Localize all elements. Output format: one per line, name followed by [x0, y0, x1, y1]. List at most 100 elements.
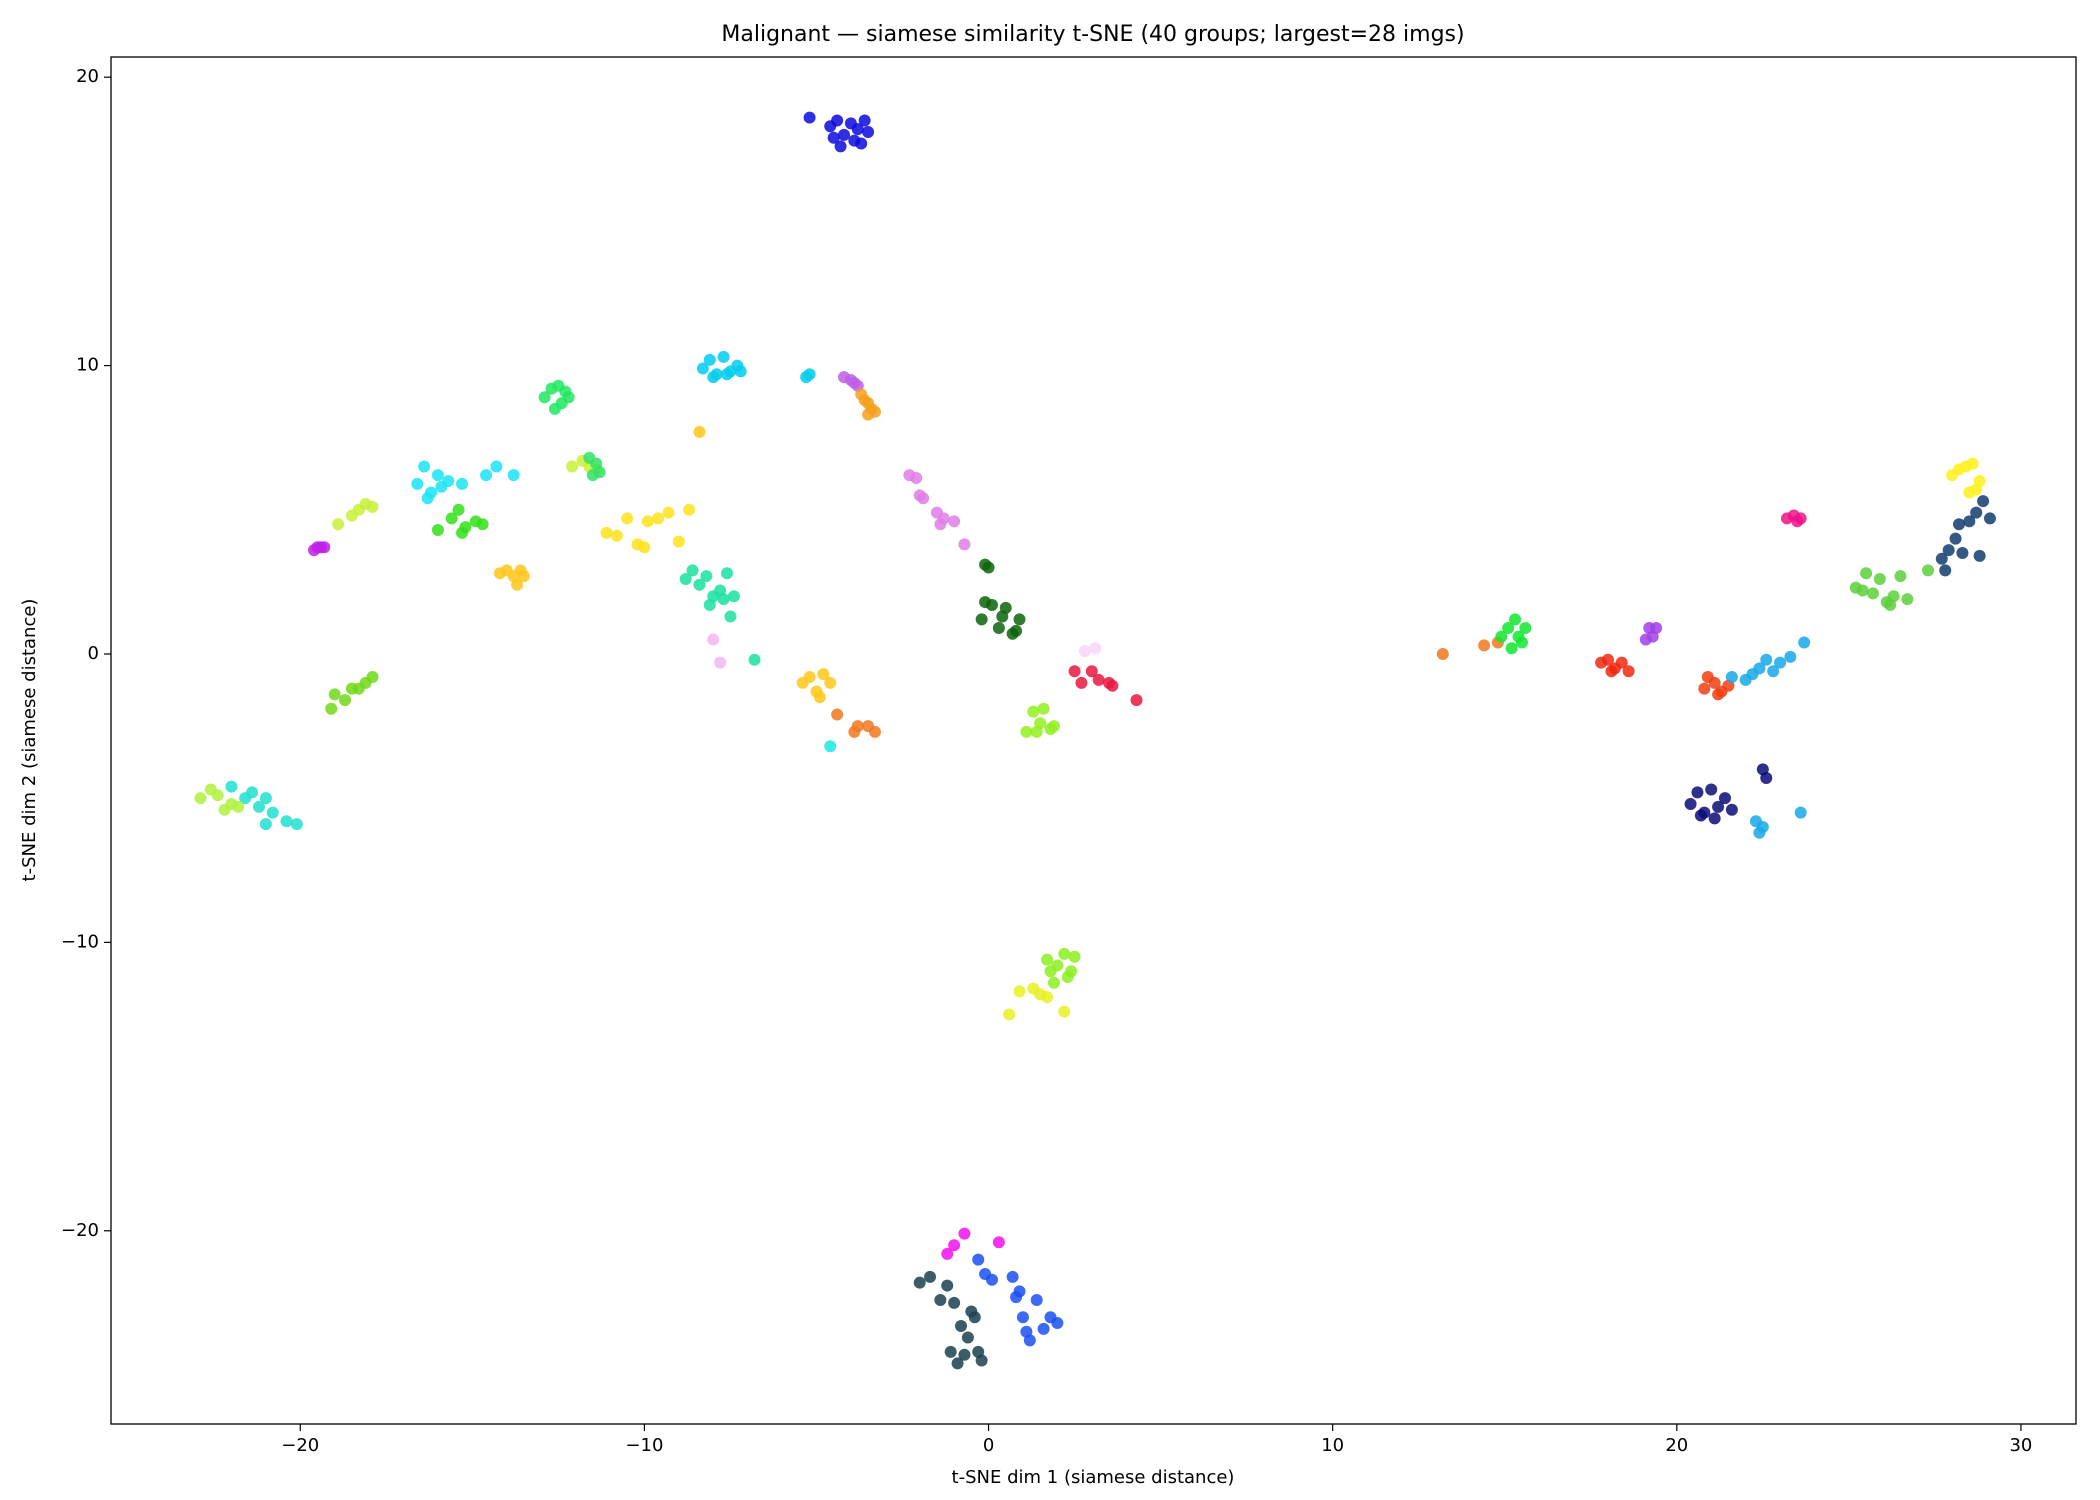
point [1866, 587, 1879, 600]
point [1020, 725, 1033, 738]
point [720, 567, 733, 580]
point [979, 596, 992, 609]
point [1041, 991, 1054, 1004]
point [1605, 665, 1618, 678]
point [700, 570, 713, 583]
point [1106, 679, 1119, 692]
point [1058, 1005, 1071, 1018]
point [707, 371, 720, 384]
point [803, 111, 816, 124]
point [318, 541, 331, 554]
point [1956, 547, 1969, 560]
point [1973, 549, 1986, 562]
point [1691, 786, 1704, 799]
point [1078, 645, 1091, 658]
point [1519, 622, 1532, 635]
point [917, 492, 930, 505]
point [1977, 495, 1990, 508]
point [717, 593, 730, 606]
point [855, 137, 868, 150]
point [652, 512, 665, 525]
point [290, 818, 303, 831]
point [1966, 457, 1979, 470]
x-tick-label: −20 [281, 1435, 319, 1456]
point [941, 1247, 954, 1260]
point [851, 123, 864, 136]
point [1760, 653, 1773, 666]
point [1016, 1311, 1029, 1324]
point [910, 472, 923, 485]
point [992, 1236, 1005, 1249]
point [1068, 665, 1081, 678]
point [456, 526, 469, 539]
point [1949, 532, 1962, 545]
point [1935, 552, 1948, 565]
point [211, 789, 224, 802]
point [1798, 636, 1811, 649]
point [858, 114, 871, 127]
point [431, 523, 444, 536]
point [194, 792, 207, 805]
point [325, 702, 338, 715]
point [252, 800, 265, 813]
point [266, 806, 279, 819]
point [734, 365, 747, 378]
point [1509, 613, 1522, 626]
point [1502, 622, 1515, 635]
point [1860, 567, 1873, 580]
point [934, 1293, 947, 1306]
point [1010, 624, 1023, 637]
point [683, 503, 696, 516]
point [1753, 662, 1766, 675]
point [1058, 947, 1071, 960]
point [803, 671, 816, 684]
point [328, 688, 341, 701]
point [924, 1270, 937, 1283]
point [1983, 512, 1996, 525]
point [961, 1331, 974, 1344]
point [511, 578, 524, 591]
point [824, 740, 837, 753]
y-tick-label: 0 [88, 643, 99, 664]
point [1020, 1325, 1033, 1338]
point [445, 512, 458, 525]
point [1698, 682, 1711, 695]
point [948, 1296, 961, 1309]
point [641, 515, 654, 528]
point [724, 610, 737, 623]
point [600, 526, 613, 539]
point [1051, 959, 1064, 972]
point [672, 535, 685, 548]
point [452, 503, 465, 516]
point [1708, 676, 1721, 689]
point [1515, 636, 1528, 649]
point [1013, 1285, 1026, 1298]
point [431, 469, 444, 482]
x-tick-label: −10 [625, 1435, 663, 1456]
point [1065, 965, 1078, 978]
point [941, 1279, 954, 1292]
point [824, 676, 837, 689]
point [1725, 803, 1738, 816]
point [1003, 1008, 1016, 1021]
point [985, 1273, 998, 1286]
point [456, 477, 469, 490]
point [748, 653, 761, 666]
point [948, 515, 961, 528]
point [1505, 642, 1518, 655]
point [1694, 809, 1707, 822]
point [1718, 792, 1731, 805]
point [1601, 653, 1614, 666]
point [703, 598, 716, 611]
point [955, 1319, 968, 1332]
point [1030, 725, 1043, 738]
point [1794, 512, 1807, 525]
points [194, 111, 1996, 1370]
point [225, 780, 238, 793]
point [339, 694, 352, 707]
point [831, 708, 844, 721]
point [720, 368, 733, 381]
point [1856, 584, 1869, 597]
point [703, 353, 716, 366]
